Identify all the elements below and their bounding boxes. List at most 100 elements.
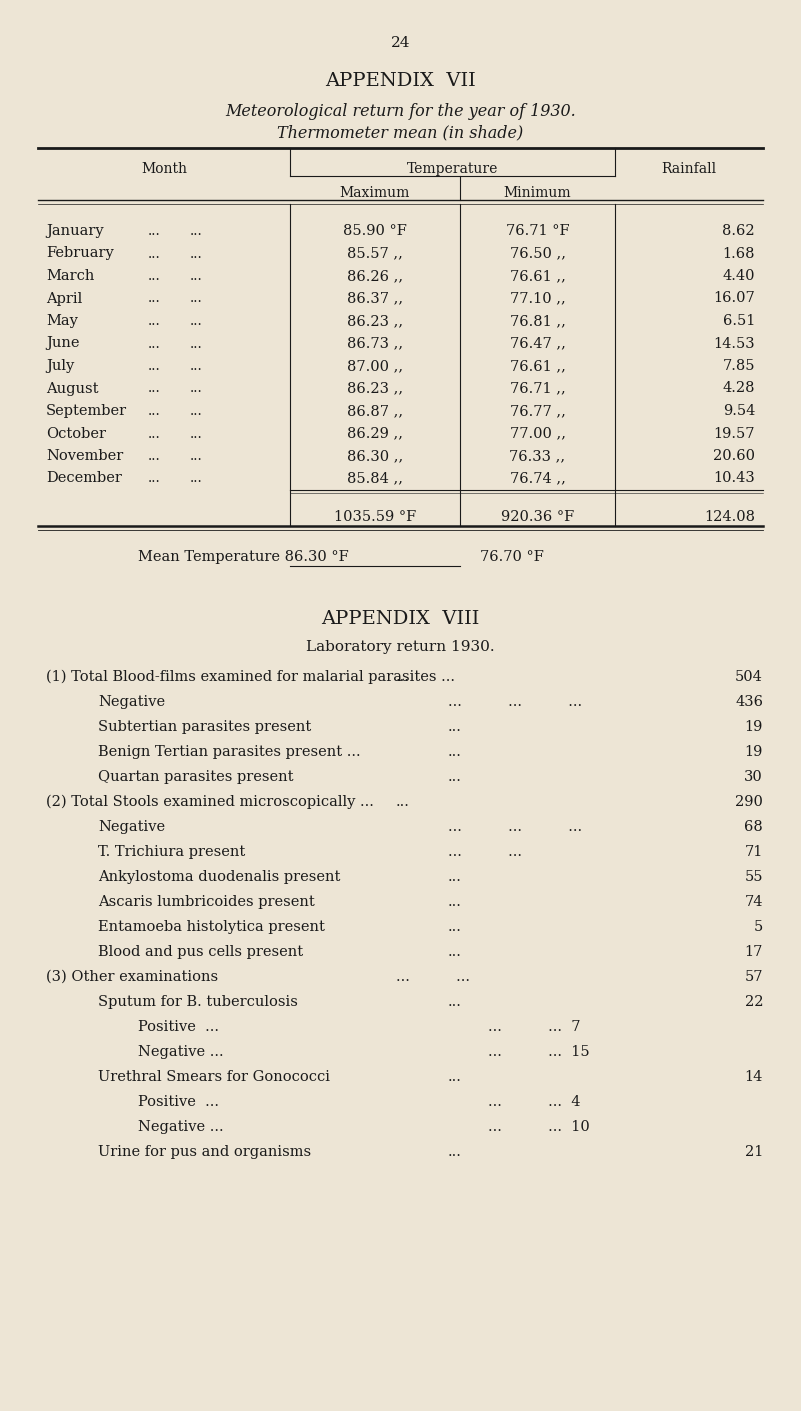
Text: ...          ...  7: ... ... 7 — [488, 1020, 581, 1034]
Text: ...: ... — [448, 871, 462, 885]
Text: 86.26 ,,: 86.26 ,, — [347, 270, 403, 284]
Text: Temperature: Temperature — [407, 162, 498, 176]
Text: ...          ...  10: ... ... 10 — [488, 1120, 590, 1134]
Text: 76.47 ,,: 76.47 ,, — [509, 336, 566, 350]
Text: Mean Temperature 86.30 °F: Mean Temperature 86.30 °F — [138, 550, 348, 564]
Text: ...          ...  15: ... ... 15 — [488, 1046, 590, 1060]
Text: 86.37 ,,: 86.37 ,, — [347, 292, 403, 306]
Text: 76.71 ,,: 76.71 ,, — [509, 381, 566, 395]
Text: February: February — [46, 247, 114, 261]
Text: Ascaris lumbricoides present: Ascaris lumbricoides present — [98, 895, 315, 909]
Text: 24: 24 — [391, 37, 410, 49]
Text: (1) Total Blood-films examined for malarial parasites ...: (1) Total Blood-films examined for malar… — [46, 670, 455, 684]
Text: ...          ...  4: ... ... 4 — [488, 1095, 581, 1109]
Text: 124.08: 124.08 — [704, 509, 755, 523]
Text: ...: ... — [148, 471, 161, 485]
Text: 77.00 ,,: 77.00 ,, — [509, 426, 566, 440]
Text: Positive  ...: Positive ... — [138, 1020, 219, 1034]
Text: March: March — [46, 270, 95, 284]
Text: ...: ... — [148, 247, 161, 261]
Text: ...: ... — [448, 895, 462, 909]
Text: May: May — [46, 315, 78, 327]
Text: November: November — [46, 449, 123, 463]
Text: Quartan parasites present: Quartan parasites present — [98, 770, 293, 785]
Text: 86.87 ,,: 86.87 ,, — [347, 404, 403, 418]
Text: APPENDIX  VIII: APPENDIX VIII — [321, 610, 480, 628]
Text: 920.36 °F: 920.36 °F — [501, 509, 574, 523]
Text: Minimum: Minimum — [504, 186, 571, 200]
Text: April: April — [46, 292, 83, 306]
Text: ...: ... — [448, 745, 462, 759]
Text: Thermometer mean (in shade): Thermometer mean (in shade) — [277, 124, 524, 141]
Text: 76.70 °F: 76.70 °F — [480, 550, 544, 564]
Text: ...          ...: ... ... — [448, 845, 522, 859]
Text: ...: ... — [148, 292, 161, 306]
Text: ...: ... — [396, 670, 410, 684]
Text: ...: ... — [448, 1070, 462, 1084]
Text: Ankylostoma duodenalis present: Ankylostoma duodenalis present — [98, 871, 340, 885]
Text: ...: ... — [190, 292, 203, 306]
Text: Urine for pus and organisms: Urine for pus and organisms — [98, 1144, 311, 1158]
Text: ...: ... — [448, 720, 462, 734]
Text: 30: 30 — [744, 770, 763, 785]
Text: 77.10 ,,: 77.10 ,, — [509, 292, 566, 306]
Text: 6.51: 6.51 — [723, 315, 755, 327]
Text: ...: ... — [448, 995, 462, 1009]
Text: 1.68: 1.68 — [723, 247, 755, 261]
Text: ...: ... — [190, 449, 203, 463]
Text: Entamoeba histolytica present: Entamoeba histolytica present — [98, 920, 325, 934]
Text: ...: ... — [190, 358, 203, 373]
Text: ...: ... — [190, 247, 203, 261]
Text: ...: ... — [190, 381, 203, 395]
Text: 17: 17 — [745, 945, 763, 959]
Text: ...: ... — [148, 404, 161, 418]
Text: ...: ... — [148, 336, 161, 350]
Text: 19: 19 — [745, 745, 763, 759]
Text: August: August — [46, 381, 99, 395]
Text: ...: ... — [148, 426, 161, 440]
Text: T. Trichiura present: T. Trichiura present — [98, 845, 245, 859]
Text: ...: ... — [448, 770, 462, 785]
Text: 4.40: 4.40 — [723, 270, 755, 284]
Text: 68: 68 — [744, 820, 763, 834]
Text: Maximum: Maximum — [340, 186, 410, 200]
Text: ...: ... — [148, 224, 161, 238]
Text: 76.74 ,,: 76.74 ,, — [509, 471, 566, 485]
Text: 86.30 ,,: 86.30 ,, — [347, 449, 403, 463]
Text: 8.62: 8.62 — [723, 224, 755, 238]
Text: Sputum for B. tuberculosis: Sputum for B. tuberculosis — [98, 995, 298, 1009]
Text: 76.61 ,,: 76.61 ,, — [509, 358, 566, 373]
Text: September: September — [46, 404, 127, 418]
Text: 1035.59 °F: 1035.59 °F — [334, 509, 417, 523]
Text: ...: ... — [190, 404, 203, 418]
Text: ...: ... — [148, 449, 161, 463]
Text: ...: ... — [148, 381, 161, 395]
Text: 22: 22 — [744, 995, 763, 1009]
Text: 21: 21 — [745, 1144, 763, 1158]
Text: June: June — [46, 336, 79, 350]
Text: APPENDIX  VII: APPENDIX VII — [325, 72, 476, 90]
Text: 7.85: 7.85 — [723, 358, 755, 373]
Text: 436: 436 — [735, 696, 763, 708]
Text: October: October — [46, 426, 106, 440]
Text: 19: 19 — [745, 720, 763, 734]
Text: 76.77 ,,: 76.77 ,, — [509, 404, 566, 418]
Text: 19.57: 19.57 — [714, 426, 755, 440]
Text: Benign Tertian parasites present ...: Benign Tertian parasites present ... — [98, 745, 360, 759]
Text: 86.29 ,,: 86.29 ,, — [347, 426, 403, 440]
Text: ...          ...          ...: ... ... ... — [448, 820, 582, 834]
Text: Negative ...: Negative ... — [138, 1120, 223, 1134]
Text: ...          ...          ...: ... ... ... — [448, 696, 582, 708]
Text: ...: ... — [190, 336, 203, 350]
Text: 76.61 ,,: 76.61 ,, — [509, 270, 566, 284]
Text: 85.90 °F: 85.90 °F — [343, 224, 407, 238]
Text: 16.07: 16.07 — [713, 292, 755, 306]
Text: Rainfall: Rainfall — [662, 162, 717, 176]
Text: July: July — [46, 358, 74, 373]
Text: ...: ... — [190, 315, 203, 327]
Text: 14: 14 — [745, 1070, 763, 1084]
Text: 14.53: 14.53 — [714, 336, 755, 350]
Text: 86.73 ,,: 86.73 ,, — [347, 336, 403, 350]
Text: ...: ... — [190, 224, 203, 238]
Text: 9.54: 9.54 — [723, 404, 755, 418]
